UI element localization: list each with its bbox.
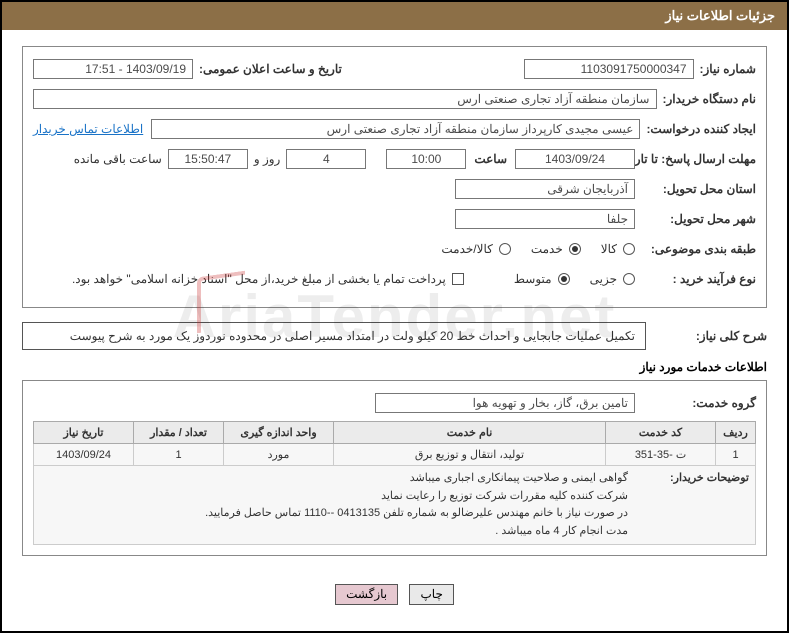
days-field: 4 (286, 149, 366, 169)
category-label: طبقه بندی موضوعی: (641, 242, 756, 256)
deadline-time-field: 10:00 (386, 149, 466, 169)
service-table: ردیف کد خدمت نام خدمت واحد اندازه گیری ت… (33, 421, 756, 545)
province-label: استان محل تحویل: (641, 182, 756, 196)
cat-service-text: خدمت (531, 242, 563, 256)
time-label: ساعت (474, 152, 507, 166)
need-no-field: 1103091750000347 (524, 59, 694, 79)
contact-link[interactable]: اطلاعات تماس خریدار (33, 122, 143, 136)
note-line-1: گواهی ایمنی و صلاحیت پیمانکاری اجباری می… (40, 470, 628, 488)
proc-medium-group: متوسط (514, 272, 570, 286)
cell-qty: 1 (134, 444, 224, 466)
page-header: جزئیات اطلاعات نیاز (2, 2, 787, 30)
announce-label: تاریخ و ساعت اعلان عمومی: (199, 62, 342, 76)
deadline-label: مهلت ارسال پاسخ: تا تاریخ: (641, 152, 756, 166)
summary-label: شرح کلی نیاز: (652, 329, 767, 343)
service-block: گروه خدمت: تامین برق، گاز، بخار و تهویه … (22, 380, 767, 556)
cat-goods-text: کالا (601, 242, 617, 256)
payment-checkbox[interactable] (452, 273, 464, 285)
notes-row: توضیحات خریدار: گواهی ایمنی و صلاحیت پیم… (34, 466, 756, 545)
announce-field: 1403/09/19 - 17:51 (33, 59, 193, 79)
th-code: کد خدمت (606, 422, 716, 444)
th-row: ردیف (716, 422, 756, 444)
footer-buttons: چاپ بازگشت (22, 570, 767, 615)
deadline-date-field: 1403/09/24 (515, 149, 635, 169)
buyer-notes-label: توضیحات خریدار: (634, 470, 749, 540)
service-group-label: گروه خدمت: (641, 396, 756, 410)
cat-service-radio[interactable] (569, 243, 581, 255)
th-date: تاریخ نیاز (34, 422, 134, 444)
proc-label: نوع فرآیند خرید : (641, 272, 756, 286)
page-title: جزئیات اطلاعات نیاز (665, 8, 775, 23)
remain-after-label: ساعت باقی مانده (74, 152, 162, 166)
note-line-3: در صورت نیاز با خانم مهندس علیرضالو به ش… (40, 505, 628, 523)
days-after-label: روز و (254, 152, 281, 166)
th-qty: تعداد / مقدار (134, 422, 224, 444)
th-name: نام خدمت (334, 422, 606, 444)
back-button[interactable]: بازگشت (335, 584, 398, 605)
cell-date: 1403/09/24 (34, 444, 134, 466)
city-field: جلفا (455, 209, 635, 229)
main-info-block: شماره نیاز: 1103091750000347 تاریخ و ساع… (22, 46, 767, 308)
proc-partial-text: جزیی (590, 272, 617, 286)
buyer-org-label: نام دستگاه خریدار: (663, 92, 757, 106)
th-unit: واحد اندازه گیری (224, 422, 334, 444)
remain-time-field: 15:50:47 (168, 149, 248, 169)
cat-service-group: خدمت (531, 242, 581, 256)
cell-idx: 1 (716, 444, 756, 466)
cell-unit: مورد (224, 444, 334, 466)
cell-name: تولید، انتقال و توزیع برق (334, 444, 606, 466)
service-group-field: تامین برق، گاز، بخار و تهویه هوا (375, 393, 635, 413)
note-line-4: مدت انجام کار 4 ماه میباشد . (40, 523, 628, 541)
proc-medium-text: متوسط (514, 272, 552, 286)
proc-medium-radio[interactable] (558, 273, 570, 285)
need-no-label: شماره نیاز: (700, 62, 756, 76)
requester-field: عیسی مجیدی کارپرداز سازمان منطقه آزاد تج… (151, 119, 640, 139)
payment-note: پرداخت تمام یا بخشی از مبلغ خرید،از محل … (72, 272, 446, 286)
requester-label: ایجاد کننده درخواست: (646, 122, 756, 136)
proc-partial-radio[interactable] (623, 273, 635, 285)
cat-both-text: کالا/خدمت (441, 242, 492, 256)
cell-code: ت -35-351 (606, 444, 716, 466)
service-info-title: اطلاعات خدمات مورد نیاز (22, 360, 767, 374)
summary-box: تکمیل عملیات جابجایی و احداث خط 20 کیلو … (22, 322, 646, 350)
cat-both-group: کالا/خدمت (441, 242, 510, 256)
cat-both-radio[interactable] (499, 243, 511, 255)
note-line-2: شرکت کننده کلیه مقررات شرکت توزیع را رعا… (40, 488, 628, 506)
buyer-org-field: سازمان منطقه آزاد تجاری صنعتی ارس (33, 89, 657, 109)
proc-partial-group: جزیی (590, 272, 635, 286)
cat-goods-group: کالا (601, 242, 635, 256)
city-label: شهر محل تحویل: (641, 212, 756, 226)
cat-goods-radio[interactable] (623, 243, 635, 255)
province-field: آذربایجان شرقی (455, 179, 635, 199)
print-button[interactable]: چاپ (409, 584, 453, 605)
table-row: 1 ت -35-351 تولید، انتقال و توزیع برق مو… (34, 444, 756, 466)
